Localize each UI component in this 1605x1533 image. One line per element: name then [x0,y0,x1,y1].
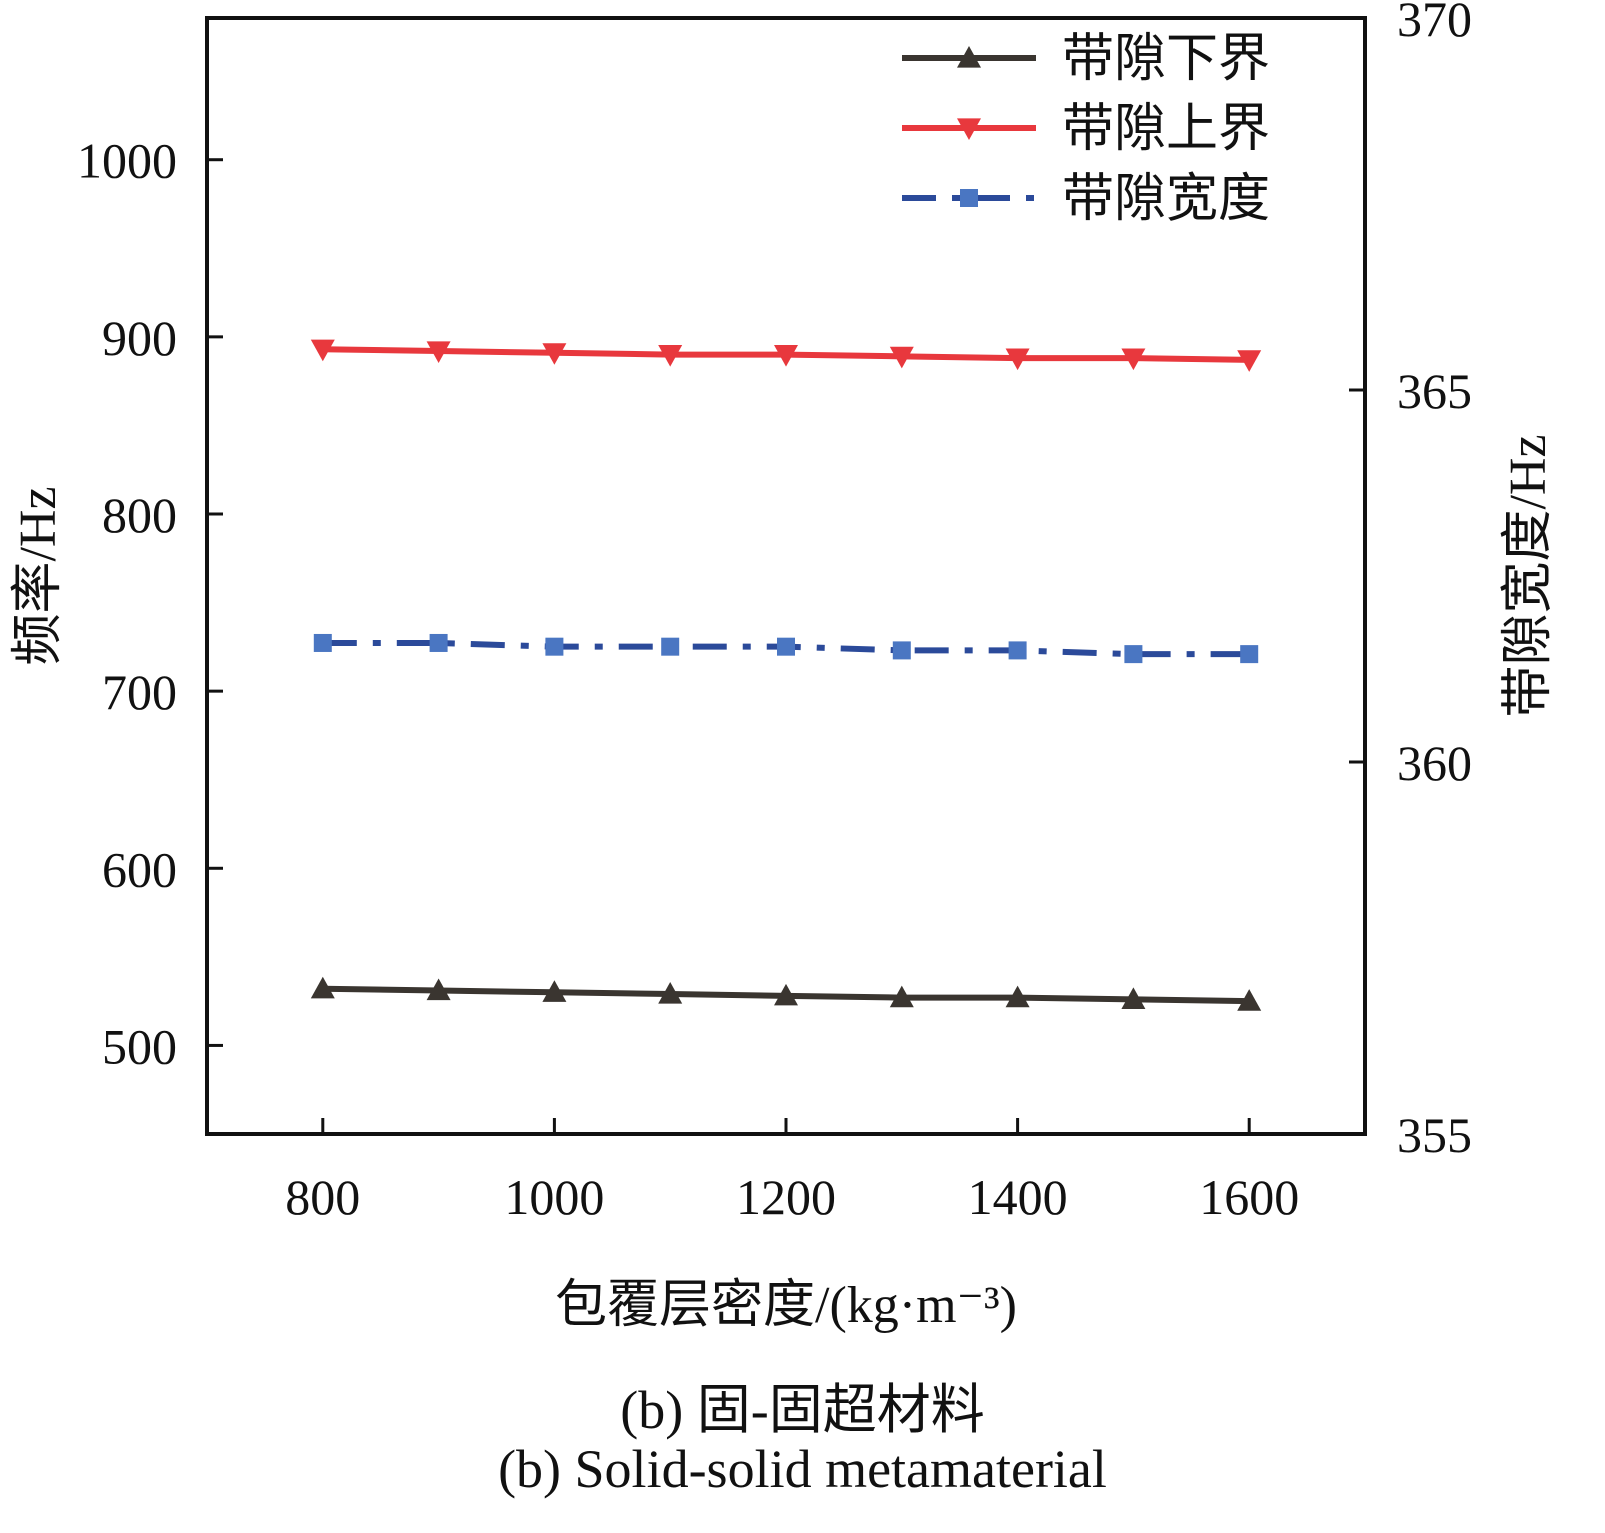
series-3-point [661,637,680,656]
legend-marker-3 [960,189,978,207]
y-tick-label-right: 360 [1397,735,1472,791]
x-tick-label: 1400 [968,1169,1068,1225]
y-axis-title-right: 带隙宽度/Hz [1500,434,1557,717]
series-1-point [774,983,798,1006]
series-2-point [1237,350,1262,372]
y-tick-label-right: 355 [1397,1107,1472,1163]
x-tick-label: 1000 [504,1169,604,1225]
series-2-point [1005,348,1030,371]
x-axis-title: 包覆层密度/(kg·m⁻³) [555,1277,1017,1334]
series-1-point [658,982,683,1004]
legend-marker-1 [957,46,981,68]
series-2-point [774,344,798,367]
series-3-point [1124,645,1143,664]
legend-label-3: 带隙宽度 [1062,169,1270,229]
series-3-point [892,641,911,660]
series-3-point [545,637,564,656]
series-1-point [1237,989,1262,1011]
series-1-point [426,978,451,1001]
series-1-point [1121,987,1146,1009]
y-tick-label-right: 370 [1397,0,1472,47]
y-tick-label-left: 600 [102,841,177,897]
series-2 [310,339,1262,372]
series-2-point [426,341,451,364]
series-1 [310,976,1262,1011]
figure-caption-chinese: (b) 固-固超材料 [620,1380,985,1440]
y-tick-label-left: 800 [102,487,177,543]
series-3 [313,633,1259,664]
x-tick-label: 1200 [736,1169,836,1225]
y-axis-title-left: 频率/Hz [10,486,67,665]
legend-label-2: 带隙上界 [1062,99,1270,159]
series-3-point [313,633,332,652]
y-tick-label-left: 500 [102,1018,177,1074]
series-2-point [310,339,335,362]
figure-caption-english: (b) Solid-solid metamaterial [498,1439,1107,1499]
axis-ticks: 800 1000 1200 1400 1600 500 600 700 800 900 1000 35… [77,0,1472,1225]
series-layer [310,339,1262,1011]
series-1-point [542,980,567,1002]
series-1-point [1005,985,1030,1008]
series-2-point [658,344,683,367]
series-1-point [310,976,335,999]
series-2-point [889,346,914,369]
y-tick-label-left: 700 [102,664,177,720]
y-tick-label-left: 1000 [77,133,177,189]
series-3-point [1240,645,1259,664]
series-3-point [1008,641,1027,660]
series-3-point [777,637,795,656]
x-tick-label: 800 [285,1169,360,1225]
y-tick-label-left: 900 [102,310,177,366]
y-tick-label-right: 365 [1397,363,1472,419]
series-2-point [1121,348,1146,371]
legend-label-1: 带隙下界 [1062,29,1270,89]
legend-marker-2 [957,118,981,140]
x-tick-label: 1600 [1199,1169,1299,1225]
series-3-point [429,633,448,652]
series-2-point [542,343,567,365]
series-1-point [889,985,914,1008]
